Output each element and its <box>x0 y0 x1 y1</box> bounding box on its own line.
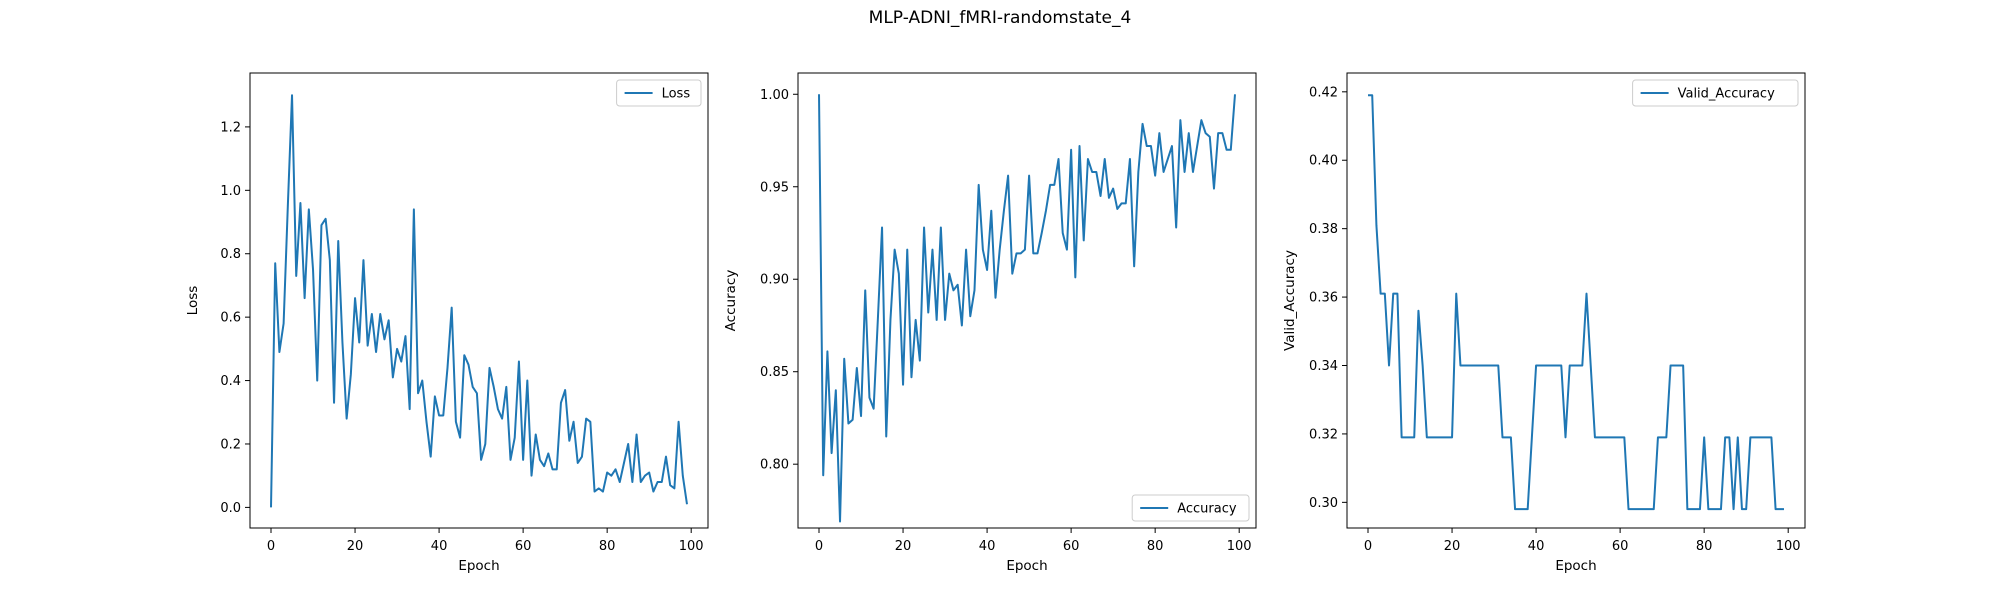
x-tick-label: 60 <box>1612 539 1629 554</box>
x-tick-label: 80 <box>1696 539 1713 554</box>
x-tick-label: 80 <box>599 539 616 554</box>
y-tick-label: 0.95 <box>760 180 789 195</box>
x-tick-label: 0 <box>267 539 275 554</box>
y-axis-label: Loss <box>185 286 201 316</box>
x-axis-label: Epoch <box>1006 558 1047 574</box>
series-line-loss <box>270 94 688 508</box>
plot-frame <box>249 72 709 529</box>
series-line-accuracy <box>818 94 1236 523</box>
y-tick-label: 0.85 <box>760 365 789 380</box>
x-tick-label: 60 <box>1063 539 1080 554</box>
legend-label: Accuracy <box>1177 502 1237 517</box>
legend-box <box>616 79 702 107</box>
x-tick-label: 20 <box>1444 539 1461 554</box>
figure-title: MLP-ADNI_fMRI-randomstate_4 <box>868 8 1132 28</box>
y-tick-label: 0.30 <box>1309 496 1338 511</box>
y-tick-label: 0.6 <box>220 311 241 326</box>
y-tick-label: 0.8 <box>220 247 241 262</box>
y-tick-label: 0.34 <box>1309 359 1338 374</box>
y-tick-label: 0.90 <box>760 273 789 288</box>
legend-label: Loss <box>662 87 691 102</box>
plot-frame <box>1346 72 1806 529</box>
x-tick-label: 40 <box>1528 539 1545 554</box>
plot-frame <box>797 72 1257 529</box>
x-tick-label: 0 <box>1364 539 1372 554</box>
x-tick-label: 0 <box>815 539 823 554</box>
y-tick-label: 0.0 <box>220 501 241 516</box>
x-axis-label: Epoch <box>1555 558 1596 574</box>
y-tick-label: 1.0 <box>220 184 241 199</box>
x-tick-label: 100 <box>679 539 704 554</box>
valid-accuracy-chart: 0 20 40 60 80 100 0.30 0.32 0.34 0.36 0.38 0.40 0.42… <box>1282 72 1806 574</box>
legend-box <box>1131 494 1250 522</box>
y-tick-label: 0.2 <box>220 437 241 452</box>
y-tick-label: 0.42 <box>1309 85 1338 100</box>
x-tick-label: 40 <box>431 539 448 554</box>
x-tick-label: 80 <box>1147 539 1164 554</box>
x-axis-label: Epoch <box>458 558 499 574</box>
y-tick-label: 0.38 <box>1309 222 1338 237</box>
y-tick-label: 0.80 <box>760 458 789 473</box>
x-tick-label: 60 <box>515 539 532 554</box>
legend-box <box>1632 79 1799 107</box>
x-tick-label: 100 <box>1776 539 1801 554</box>
y-tick-label: 1.2 <box>220 120 241 135</box>
y-tick-label: 0.40 <box>1309 154 1338 169</box>
x-tick-label: 20 <box>347 539 364 554</box>
x-tick-label: 20 <box>895 539 912 554</box>
series-line-valid-accuracy <box>1368 94 1784 511</box>
y-tick-label: 0.32 <box>1309 427 1338 442</box>
y-tick-label: 1.00 <box>760 88 789 103</box>
loss-chart: 0 20 40 60 80 100 0.0 0.2 0.4 0.6 0.8 1.0 1.2 Epoch Lo… <box>185 72 709 574</box>
y-axis-label: Valid_Accuracy <box>1282 250 1298 351</box>
x-tick-label: 40 <box>979 539 996 554</box>
x-tick-label: 100 <box>1227 539 1252 554</box>
y-tick-label: 0.36 <box>1309 291 1338 306</box>
y-axis-label: Accuracy <box>723 270 739 332</box>
legend-label: Valid_Accuracy <box>1678 87 1775 102</box>
accuracy-chart: 0 20 40 60 80 100 0.80 0.85 0.90 0.95 1.00 Epoch Acc… <box>723 72 1257 574</box>
y-tick-label: 0.4 <box>220 374 241 389</box>
